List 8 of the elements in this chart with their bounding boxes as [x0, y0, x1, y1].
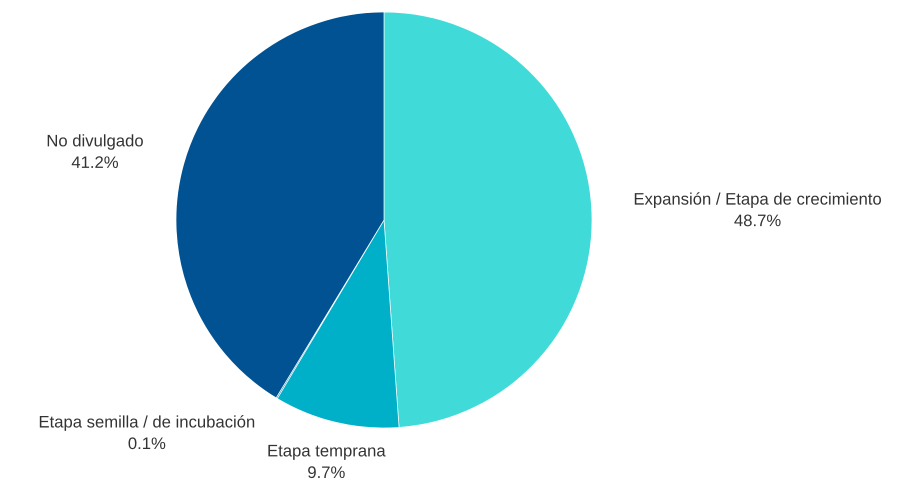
slice-label: Expansión / Etapa de crecimiento [634, 192, 882, 208]
data-label: 48.7% [734, 214, 781, 226]
data-label: 0.1% [128, 437, 166, 450]
data-label: 41.2% [72, 156, 118, 168]
slice-label: No divulgado [48, 134, 143, 150]
data-label: 9.7% [308, 466, 345, 478]
slice-label: Etapa semilla / de incubación [40, 415, 254, 431]
slice-label: Etapa temprana [268, 444, 386, 460]
